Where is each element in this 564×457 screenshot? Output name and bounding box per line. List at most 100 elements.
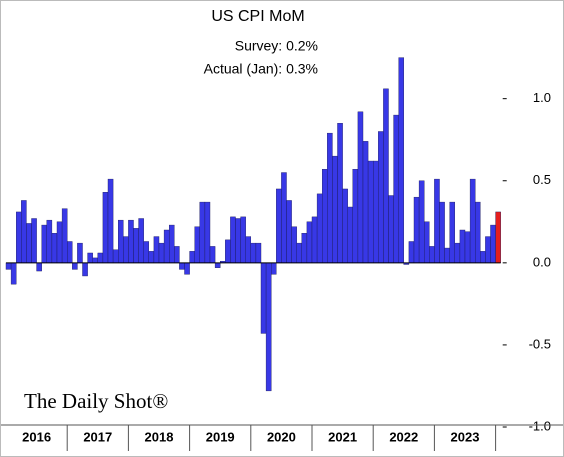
bar	[250, 242, 257, 264]
bar	[464, 231, 471, 264]
bar	[158, 242, 165, 264]
bar	[21, 200, 27, 264]
bar	[184, 262, 190, 275]
bar	[408, 241, 415, 264]
bar	[316, 193, 323, 264]
bar	[281, 172, 287, 264]
bar	[429, 246, 435, 264]
bar	[92, 257, 98, 264]
bar	[475, 201, 481, 264]
bar	[240, 216, 246, 264]
bar	[230, 216, 236, 264]
bar	[373, 160, 379, 264]
bar	[225, 239, 231, 264]
bar	[77, 242, 83, 264]
bar	[378, 131, 384, 264]
bar	[444, 247, 450, 264]
bar	[322, 169, 328, 264]
bar	[337, 123, 343, 264]
bar	[5, 262, 12, 270]
bar	[209, 246, 216, 264]
bar	[107, 178, 114, 264]
bar	[291, 226, 297, 264]
bar	[469, 178, 476, 264]
bar	[352, 169, 359, 264]
bar	[168, 224, 175, 264]
x-group-label: 2018	[145, 429, 174, 444]
bar	[388, 195, 394, 264]
bar	[61, 208, 68, 264]
bar	[112, 249, 119, 264]
bar	[296, 242, 303, 264]
bar	[133, 228, 139, 264]
bar	[199, 201, 206, 264]
bar	[271, 262, 277, 275]
bar	[51, 233, 58, 264]
bar	[66, 241, 73, 264]
x-group-label: 2021	[328, 429, 357, 444]
bar	[82, 262, 88, 277]
bar	[143, 241, 149, 264]
source-watermark: The Daily Shot®	[24, 389, 168, 413]
bar	[163, 229, 170, 264]
bar	[46, 219, 53, 264]
bar	[439, 201, 445, 264]
bar	[189, 251, 195, 264]
bar	[311, 216, 318, 264]
bar	[418, 180, 425, 264]
bar	[357, 111, 364, 264]
bar	[362, 141, 369, 264]
bar	[235, 218, 241, 264]
bar	[26, 223, 32, 264]
bar	[16, 211, 22, 264]
bar	[117, 219, 124, 264]
bar	[97, 252, 104, 264]
y-tick-label: -0.5	[529, 336, 551, 351]
bar	[495, 211, 501, 264]
x-group-label: 2016	[22, 429, 51, 444]
bar	[36, 262, 42, 272]
x-group-label: 2017	[83, 429, 112, 444]
bar	[459, 229, 466, 264]
y-tick-label: 0.0	[533, 254, 551, 269]
bar	[398, 57, 405, 264]
bar	[367, 160, 374, 264]
x-group-label: 2020	[267, 429, 296, 444]
bar	[301, 233, 308, 264]
bar	[383, 88, 389, 264]
annotation: Survey: 0.2%	[235, 38, 318, 54]
bar	[179, 262, 185, 270]
bar	[128, 219, 134, 264]
bar	[424, 221, 430, 264]
bar	[485, 236, 491, 264]
annotation: Actual (Jan): 0.3%	[204, 61, 318, 77]
bar	[153, 236, 160, 264]
bar	[449, 201, 456, 264]
bar	[194, 226, 200, 264]
x-group-label: 2022	[389, 429, 418, 444]
bar	[260, 262, 267, 334]
y-tick-label: -1.0	[529, 418, 551, 433]
bar	[255, 242, 262, 264]
bar	[276, 188, 282, 264]
bar	[490, 224, 496, 264]
bar	[174, 246, 180, 264]
bar	[454, 242, 461, 264]
bar	[72, 262, 78, 270]
bar	[434, 178, 440, 264]
bar	[204, 201, 211, 264]
bar	[102, 192, 109, 264]
bar	[332, 155, 338, 264]
bar	[286, 200, 292, 264]
bar	[123, 236, 129, 264]
bar	[245, 236, 251, 264]
bar	[56, 221, 63, 264]
bar	[480, 251, 486, 264]
bar	[306, 221, 313, 264]
bar	[138, 218, 144, 264]
bar	[347, 206, 354, 264]
bar	[10, 262, 17, 285]
y-tick-label: 0.5	[533, 172, 551, 187]
x-group-label: 2023	[451, 429, 480, 444]
